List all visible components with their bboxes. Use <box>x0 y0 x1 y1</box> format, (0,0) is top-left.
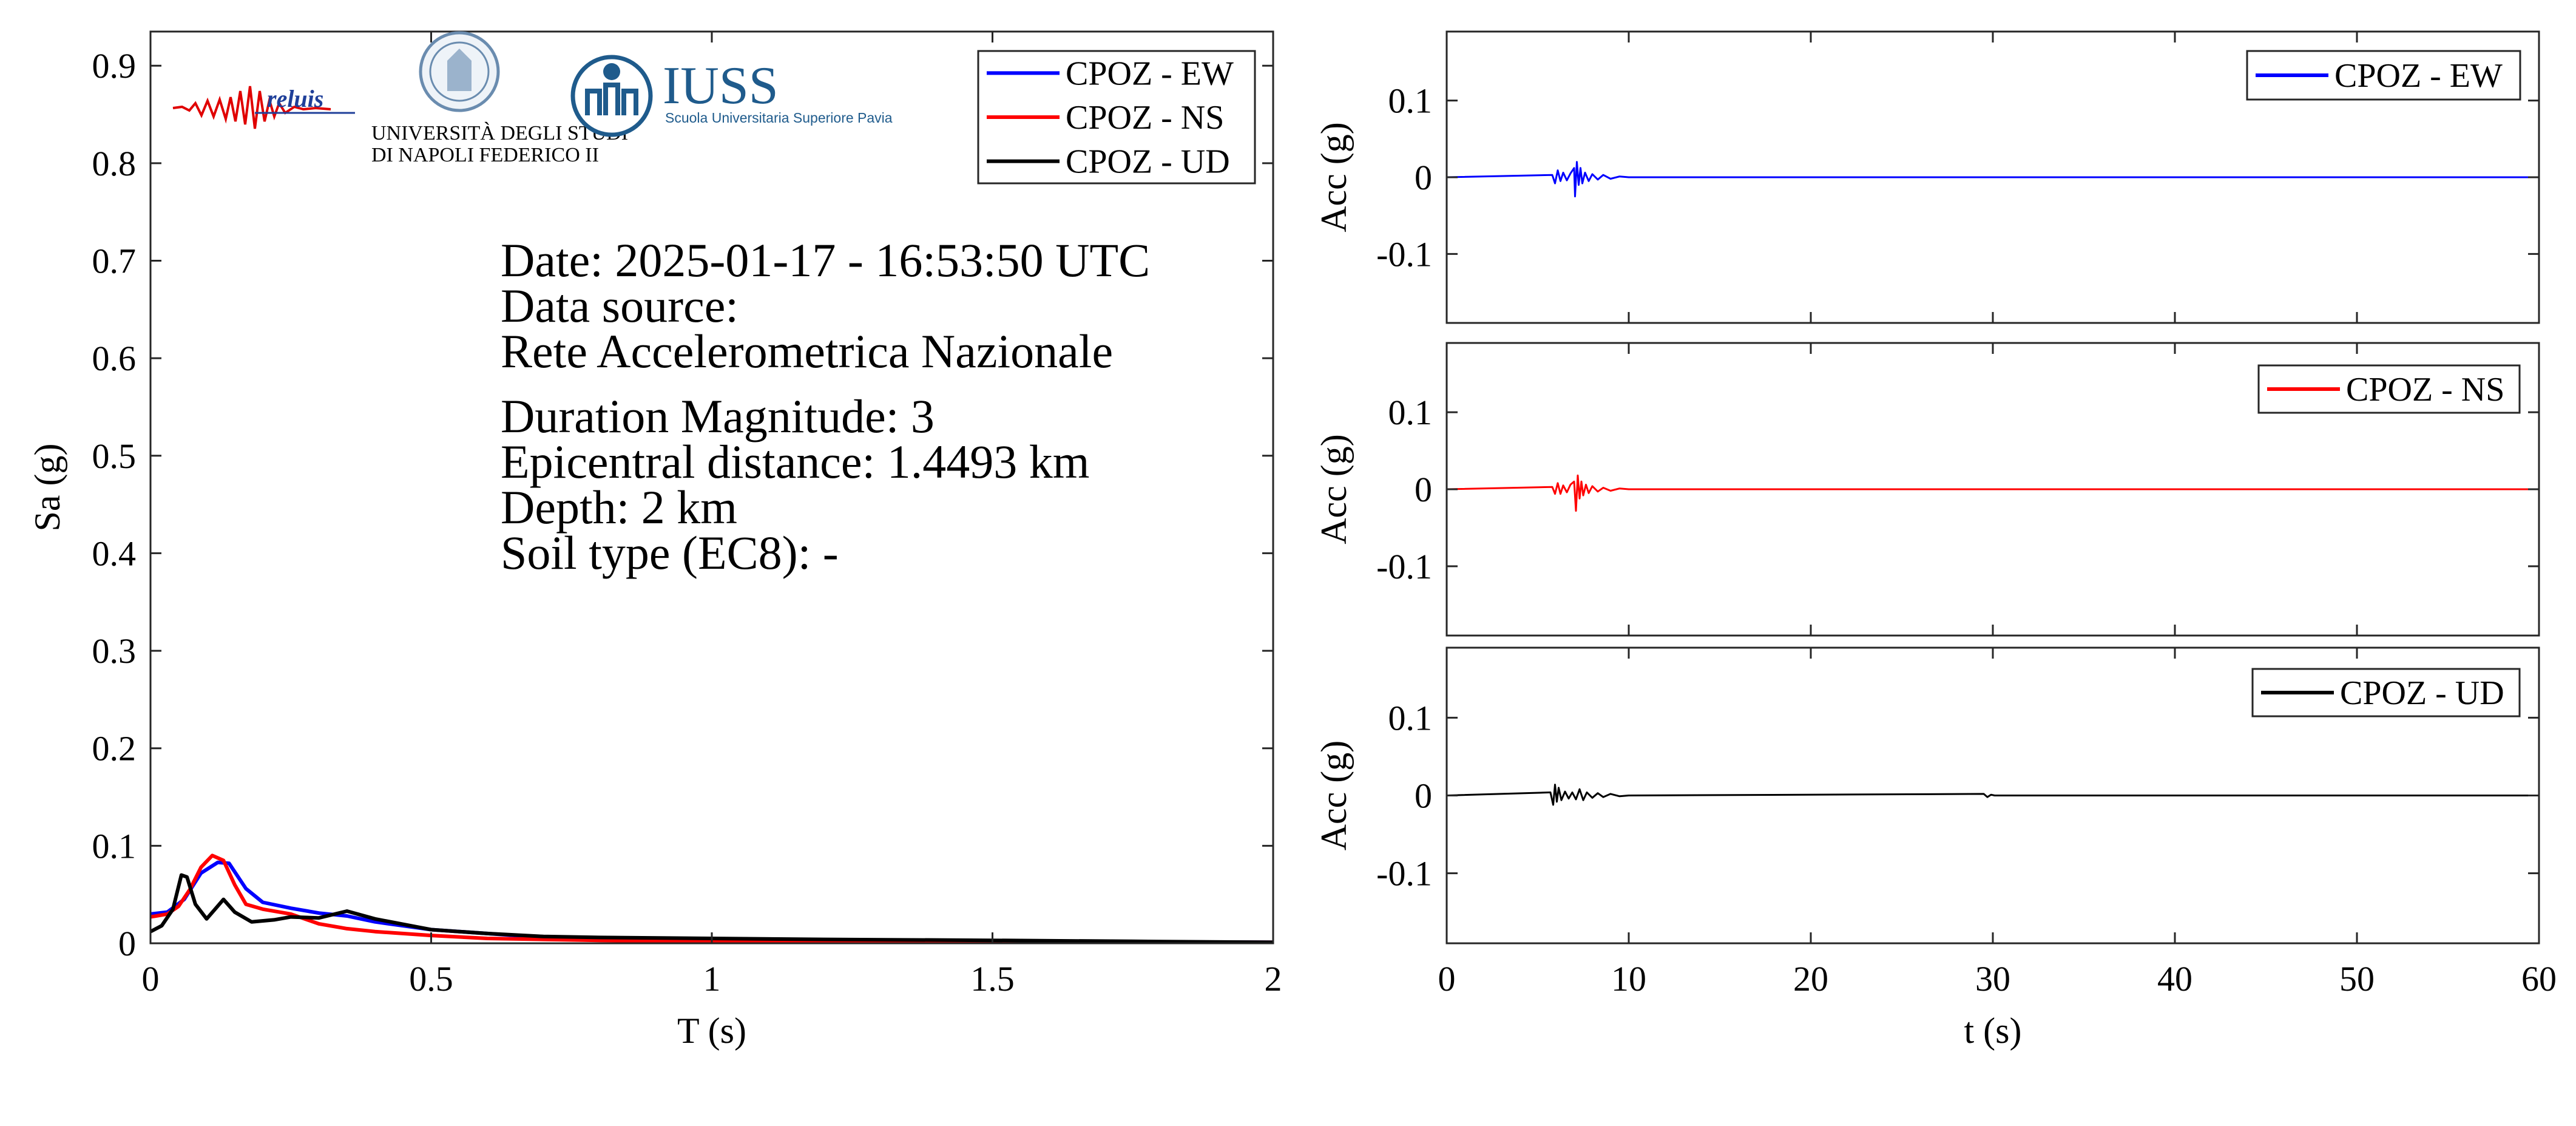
reluis-logo: reluis <box>172 85 355 129</box>
y-tick-label: 0.7 <box>92 242 137 281</box>
x-tick-label: 30 <box>1975 959 2010 999</box>
chart-panel-1: 0 0.1 0.2 0.3 0.4 0.5 0.6 0.7 0.8 0.9 0 0.5 1 1.5 2 T (… <box>27 30 1282 1051</box>
y-tick-label: 0.5 <box>92 436 137 476</box>
legend-label: CPOZ - EW <box>2334 57 2503 95</box>
iuss-subtitle: Scuola Universitaria Superiore Pavia <box>665 110 893 126</box>
x-tick-label: 0.5 <box>409 959 453 999</box>
y-tick-label: 0.1 <box>1388 81 1433 121</box>
unina-seal-inner-ring <box>429 41 490 102</box>
y-tick-label: 0.1 <box>1388 393 1433 432</box>
x-tick-label: 40 <box>2157 959 2192 999</box>
iuss-emblem-building <box>585 83 638 115</box>
charts-layer: 0 0.1 0.2 0.3 0.4 0.5 0.6 0.7 0.8 0.9 0 0.5 1 1.5 2 T (… <box>27 30 2557 1051</box>
chart-panel-4: -0.1 0 0.1 0 10 20 30 40 50 60 t (s) Acc (g) CPOZ - … <box>1314 646 2557 1051</box>
x-tick-label: 50 <box>2339 959 2375 999</box>
legend-label: CPOZ - UD <box>2340 674 2504 712</box>
unina-name-line2: DI NAPOLI FEDERICO II <box>371 144 599 166</box>
x-tick-label: 1.5 <box>970 959 1015 999</box>
legend-label: CPOZ - NS <box>1066 99 1224 137</box>
x-axis-label: T (s) <box>677 1011 746 1051</box>
y-axis-label: Acc (g) <box>1314 434 1354 544</box>
iuss-logo: IUSS Scuola Universitaria Superiore Pavi… <box>570 55 893 137</box>
chart-panel-3: -0.1 0 0.1 Acc (g) CPOZ - NS <box>1314 342 2540 637</box>
x-tick-label: 0 <box>142 959 160 999</box>
iuss-emblem-icon <box>570 55 653 137</box>
y-tick-label: 0.3 <box>92 631 137 671</box>
info-soil-type: Soil type (EC8): - <box>501 526 839 579</box>
x-axis-label: t (s) <box>1964 1011 2022 1051</box>
y-tick-label: 0 <box>118 924 136 963</box>
series-line-cpoz-ns <box>1447 474 2539 512</box>
y-tick-label: 0.1 <box>92 826 137 866</box>
series-line-cpoz-ns <box>150 853 1273 943</box>
x-tick-label: 0 <box>1438 959 1456 999</box>
unina-logo: UNIVERSITÀ DEGLI STUDI DI NAPOLI FEDERIC… <box>371 31 628 166</box>
y-tick-label: 0.1 <box>1388 698 1433 738</box>
info-date: Date: 2025-01-17 - 16:53:50 UTC <box>501 234 1150 287</box>
y-axis-label: Acc (g) <box>1314 122 1354 232</box>
info-magnitude: Duration Magnitude: 3 <box>501 390 935 443</box>
info-depth: Depth: 2 km <box>501 481 737 534</box>
x-tick-label: 2 <box>1265 959 1282 999</box>
info-source-label: Data source: <box>501 279 739 332</box>
y-tick-label: 0.9 <box>92 46 137 86</box>
info-source-value: Rete Accelerometrica Nazionale <box>501 325 1113 378</box>
series-line-cpoz-ew <box>1447 161 2539 198</box>
series-line-cpoz-ud <box>1447 784 2539 806</box>
x-tick-label: 1 <box>703 959 721 999</box>
y-tick-label: 0.6 <box>92 339 137 378</box>
legend-label: CPOZ - UD <box>1066 143 1230 181</box>
legend: CPOZ - EW <box>2246 50 2521 101</box>
y-axis-label: Sa (g) <box>27 444 67 532</box>
event-info: Date: 2025-01-17 - 16:53:50 UTC Data sou… <box>501 234 1150 579</box>
x-tick-label: 20 <box>1793 959 1828 999</box>
y-tick-label: 0.2 <box>92 729 137 768</box>
y-tick-label: -0.1 <box>1376 234 1432 274</box>
legend-label: CPOZ - NS <box>2346 371 2504 409</box>
legend-label: CPOZ - EW <box>1066 55 1234 92</box>
y-tick-label: 0.8 <box>92 144 137 183</box>
y-tick-label: 0.4 <box>92 534 137 573</box>
y-tick-label: 0 <box>1415 776 1432 816</box>
info-distance: Epicentral distance: 1.4493 km <box>501 435 1089 488</box>
series-line-cpoz-ud <box>150 873 1273 943</box>
y-tick-label: 0 <box>1415 470 1432 509</box>
iuss-wordmark: IUSS <box>663 56 779 115</box>
y-tick-label: -0.1 <box>1376 547 1432 586</box>
x-tick-label: 10 <box>1611 959 1646 999</box>
unina-seal-figure-icon <box>447 49 472 91</box>
legend: CPOZ - NS <box>2257 364 2521 414</box>
x-tick-label: 60 <box>2521 959 2557 999</box>
iuss-emblem-dome <box>603 63 620 80</box>
y-tick-label: 0 <box>1415 158 1432 197</box>
legend: CPOZ - UD <box>2251 668 2521 717</box>
y-tick-label: -0.1 <box>1376 854 1432 894</box>
y-axis-label: Acc (g) <box>1314 741 1354 851</box>
legend: CPOZ - EW CPOZ - NS CPOZ - UD <box>977 50 1256 185</box>
reluis-wordmark: reluis <box>267 85 323 112</box>
chart-panel-2: -0.1 0 0.1 Acc (g) CPOZ - EW <box>1314 30 2540 324</box>
